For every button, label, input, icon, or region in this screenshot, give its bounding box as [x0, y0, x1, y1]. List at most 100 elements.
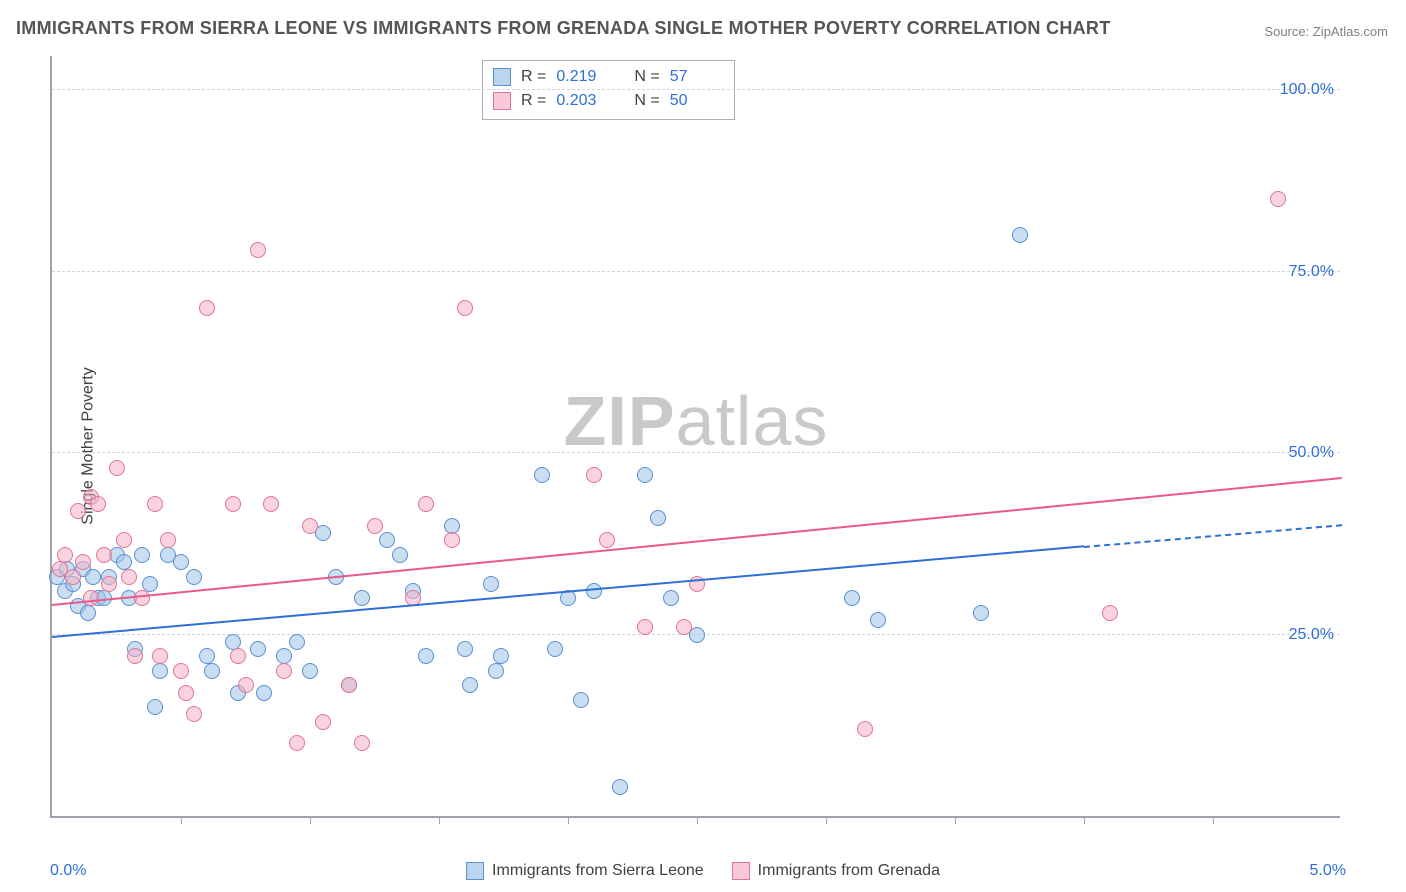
scatter-point-sierra_leone	[483, 576, 499, 592]
scatter-point-sierra_leone	[256, 685, 272, 701]
scatter-point-sierra_leone	[186, 569, 202, 585]
scatter-point-sierra_leone	[173, 554, 189, 570]
scatter-point-grenada	[315, 714, 331, 730]
scatter-point-grenada	[186, 706, 202, 722]
scatter-point-grenada	[134, 590, 150, 606]
scatter-point-grenada	[250, 242, 266, 258]
swatch-pink-icon	[493, 92, 511, 110]
scatter-point-grenada	[101, 576, 117, 592]
scatter-point-sierra_leone	[80, 605, 96, 621]
scatter-point-sierra_leone	[152, 663, 168, 679]
x-tick	[568, 816, 569, 824]
bottom-legend: Immigrants from Sierra Leone Immigrants …	[466, 862, 940, 880]
scatter-point-grenada	[1270, 191, 1286, 207]
trendline-sierra-leone-extrapolated	[1084, 524, 1342, 548]
scatter-point-sierra_leone	[1012, 227, 1028, 243]
scatter-point-grenada	[96, 547, 112, 563]
scatter-point-grenada	[70, 503, 86, 519]
legend-label-sierra-leone: Immigrants from Sierra Leone	[492, 862, 704, 880]
scatter-point-grenada	[354, 735, 370, 751]
scatter-point-grenada	[276, 663, 292, 679]
scatter-point-sierra_leone	[612, 779, 628, 795]
scatter-point-sierra_leone	[250, 641, 266, 657]
r-value-blue: 0.219	[556, 65, 606, 89]
scatter-point-sierra_leone	[488, 663, 504, 679]
scatter-point-sierra_leone	[418, 648, 434, 664]
scatter-point-grenada	[230, 648, 246, 664]
scatter-point-sierra_leone	[573, 692, 589, 708]
scatter-point-grenada	[367, 518, 383, 534]
x-axis-max-label: 5.0%	[1310, 862, 1346, 880]
n-label: N =	[634, 89, 659, 113]
x-tick	[955, 816, 956, 824]
scatter-point-grenada	[109, 460, 125, 476]
scatter-point-grenada	[90, 496, 106, 512]
y-tick-label: 75.0%	[1289, 263, 1334, 281]
y-tick-label: 100.0%	[1280, 81, 1334, 99]
gridline	[52, 452, 1340, 453]
scatter-point-sierra_leone	[586, 583, 602, 599]
x-tick	[439, 816, 440, 824]
scatter-point-sierra_leone	[973, 605, 989, 621]
source-value: ZipAtlas.com	[1313, 24, 1388, 39]
n-value-pink: 50	[670, 89, 720, 113]
scatter-point-sierra_leone	[289, 634, 305, 650]
swatch-blue-icon	[466, 862, 484, 880]
n-label: N =	[634, 65, 659, 89]
gridline	[52, 89, 1340, 90]
scatter-point-grenada	[160, 532, 176, 548]
watermark-zip: ZIP	[564, 382, 676, 460]
gridline	[52, 271, 1340, 272]
scatter-point-sierra_leone	[650, 510, 666, 526]
scatter-point-grenada	[418, 496, 434, 512]
scatter-point-grenada	[341, 677, 357, 693]
scatter-point-sierra_leone	[134, 547, 150, 563]
scatter-point-grenada	[178, 685, 194, 701]
watermark: ZIPatlas	[564, 381, 829, 461]
scatter-point-sierra_leone	[663, 590, 679, 606]
scatter-point-grenada	[65, 569, 81, 585]
x-axis-min-label: 0.0%	[50, 862, 86, 880]
legend-item-sierra-leone: Immigrants from Sierra Leone	[466, 862, 704, 880]
scatter-point-grenada	[586, 467, 602, 483]
x-tick	[826, 816, 827, 824]
plot-area: ZIPatlas R = 0.219 N = 57 R = 0.203 N = …	[50, 56, 1340, 818]
scatter-point-grenada	[238, 677, 254, 693]
scatter-point-sierra_leone	[379, 532, 395, 548]
x-tick	[1213, 816, 1214, 824]
r-label: R =	[521, 65, 546, 89]
scatter-point-sierra_leone	[392, 547, 408, 563]
scatter-point-grenada	[127, 648, 143, 664]
scatter-point-sierra_leone	[457, 641, 473, 657]
scatter-point-grenada	[83, 590, 99, 606]
scatter-point-sierra_leone	[534, 467, 550, 483]
x-tick	[181, 816, 182, 824]
scatter-point-grenada	[444, 532, 460, 548]
scatter-point-sierra_leone	[493, 648, 509, 664]
scatter-point-sierra_leone	[204, 663, 220, 679]
stats-row-pink: R = 0.203 N = 50	[493, 89, 720, 113]
scatter-point-sierra_leone	[85, 569, 101, 585]
scatter-point-grenada	[116, 532, 132, 548]
scatter-point-grenada	[121, 569, 137, 585]
scatter-point-sierra_leone	[302, 663, 318, 679]
scatter-point-grenada	[57, 547, 73, 563]
source-attribution: Source: ZipAtlas.com	[1264, 24, 1388, 39]
legend-item-grenada: Immigrants from Grenada	[732, 862, 940, 880]
watermark-atlas: atlas	[676, 382, 829, 460]
scatter-point-grenada	[152, 648, 168, 664]
scatter-point-sierra_leone	[870, 612, 886, 628]
scatter-point-sierra_leone	[462, 677, 478, 693]
x-tick	[310, 816, 311, 824]
chart-title: IMMIGRANTS FROM SIERRA LEONE VS IMMIGRAN…	[16, 18, 1111, 39]
scatter-point-grenada	[225, 496, 241, 512]
swatch-pink-icon	[732, 862, 750, 880]
legend-label-grenada: Immigrants from Grenada	[758, 862, 940, 880]
scatter-point-grenada	[75, 554, 91, 570]
scatter-point-grenada	[637, 619, 653, 635]
scatter-point-grenada	[1102, 605, 1118, 621]
y-tick-label: 50.0%	[1289, 444, 1334, 462]
scatter-point-sierra_leone	[354, 590, 370, 606]
r-label: R =	[521, 89, 546, 113]
scatter-point-grenada	[173, 663, 189, 679]
